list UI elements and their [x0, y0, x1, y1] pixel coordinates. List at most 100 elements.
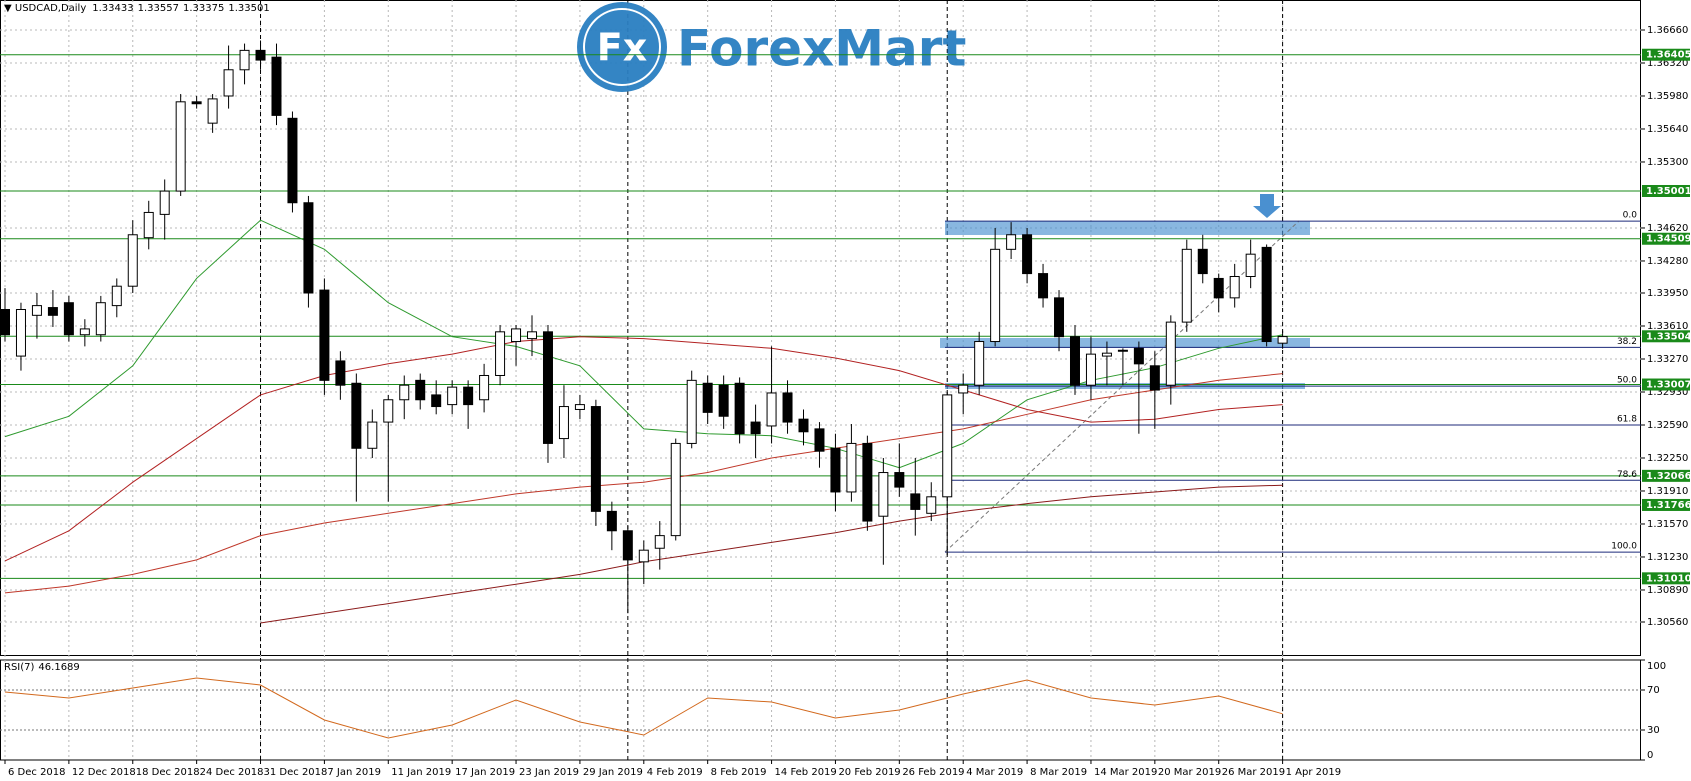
rsi-line — [4, 677, 1283, 739]
candle-body — [239, 49, 250, 71]
y-tick-label: 0 — [1647, 750, 1653, 761]
x-tick-label: 11 Jan 2019 — [391, 767, 451, 778]
header-high: 1.33557 — [138, 3, 179, 14]
candle-body — [686, 379, 697, 444]
candle-body — [718, 384, 729, 417]
level-box — [1642, 184, 1690, 197]
level-label: 1.31010 — [1646, 573, 1691, 584]
chart-title: USDCAD,Daily — [15, 3, 86, 14]
candle-body — [670, 442, 681, 537]
level-label: 1.33504 — [1646, 331, 1691, 342]
y-tick-label: 1.34620 — [1647, 223, 1688, 234]
candle-body — [702, 382, 713, 413]
x-tick-label: 6 Dec 2018 — [8, 767, 66, 778]
candle-body — [303, 202, 314, 294]
x-tick-label: 7 Jan 2019 — [327, 767, 381, 778]
candle-body — [399, 384, 410, 401]
level-label: 1.33007 — [1646, 380, 1691, 391]
moving-average-line — [4, 336, 1283, 562]
candle-body — [1085, 353, 1096, 386]
rsi-header: RSI(7) 46.1689 — [4, 662, 80, 673]
candle-body — [1022, 234, 1033, 275]
fib-label: 78.6 — [1617, 470, 1637, 480]
header-close: 1.33501 — [228, 3, 269, 14]
candle-body — [207, 98, 218, 124]
y-tick-label: 1.34280 — [1647, 256, 1688, 267]
level-label: 1.36405 — [1646, 50, 1691, 61]
level-box — [1642, 330, 1690, 343]
candle-body — [63, 302, 74, 336]
candle-body — [1277, 336, 1288, 344]
x-tick-label: 20 Mar 2019 — [1158, 767, 1221, 778]
candle-body — [910, 493, 921, 510]
x-tick-label: 1 Apr 2019 — [1286, 767, 1341, 778]
y-tick-label: 1.35980 — [1647, 91, 1688, 102]
candle-body — [143, 211, 154, 239]
level-label: 1.35001 — [1646, 186, 1691, 197]
candle-body — [383, 399, 394, 423]
candle-body — [527, 331, 538, 340]
x-tick-label: 26 Mar 2019 — [1222, 767, 1285, 778]
x-tick-label: 8 Feb 2019 — [711, 767, 767, 778]
y-tick-label: 1.33950 — [1647, 288, 1688, 299]
level-box — [1642, 498, 1690, 511]
x-tick-label: 29 Jan 2019 — [583, 767, 643, 778]
logo-circle — [577, 2, 667, 92]
candle-body — [479, 374, 490, 401]
x-tick-label: 4 Mar 2019 — [966, 767, 1023, 778]
candle-body — [574, 404, 585, 410]
fib-trend-line — [944, 220, 1300, 553]
level-label: 1.34509 — [1646, 234, 1691, 245]
y-tick-label: 1.32930 — [1647, 387, 1688, 398]
y-tick-label: 1.36660 — [1647, 25, 1688, 36]
zone — [940, 338, 1310, 348]
candle-body — [606, 510, 617, 532]
candle-body — [367, 421, 378, 449]
x-tick-label: 20 Feb 2019 — [838, 767, 900, 778]
fib-label: 38.2 — [1617, 337, 1637, 347]
x-tick-label: 14 Mar 2019 — [1094, 767, 1157, 778]
level-label: 1.32066 — [1646, 471, 1691, 482]
candle-body — [814, 428, 825, 452]
candle-body — [47, 307, 58, 316]
candle-body — [15, 308, 26, 357]
candle-body — [319, 289, 330, 381]
candle-body — [830, 447, 841, 493]
candle-body — [1229, 275, 1240, 299]
y-tick-label: 1.30560 — [1647, 617, 1688, 628]
candle-body — [1197, 248, 1208, 275]
x-tick-label: 18 Dec 2018 — [136, 767, 200, 778]
y-tick-label: 1.30890 — [1647, 585, 1688, 596]
candle-body — [862, 442, 873, 522]
candle-body — [79, 328, 90, 336]
candle-body — [798, 418, 809, 433]
moving-average-line — [4, 373, 1283, 594]
y-tick-label: 1.35640 — [1647, 124, 1688, 135]
rsi-current: 46.1689 — [38, 662, 79, 673]
candle-body — [1054, 297, 1065, 338]
arrow — [1253, 194, 1281, 218]
candle-body — [542, 331, 553, 444]
x-tick-label: 17 Jan 2019 — [455, 767, 515, 778]
candle-body — [271, 56, 282, 116]
candle-body — [942, 394, 953, 498]
moving-average-line — [260, 484, 1283, 624]
candle-body — [1133, 347, 1144, 365]
logo-brand: ForexMart — [677, 20, 966, 78]
logo-icon: Fx — [597, 26, 647, 70]
y-tick-label: 1.32250 — [1647, 453, 1688, 464]
candle-body — [511, 328, 522, 343]
y-tick-label: 1.33610 — [1647, 321, 1688, 332]
zone — [945, 221, 1310, 235]
candle-body — [654, 535, 665, 549]
fib-label: 50.0 — [1617, 376, 1637, 386]
candle-body — [1245, 253, 1256, 277]
candle-body — [159, 190, 170, 215]
x-tick-label: 24 Dec 2018 — [200, 767, 264, 778]
candle-body — [447, 386, 458, 406]
y-tick-label: 1.36320 — [1647, 58, 1688, 69]
level-box — [1642, 232, 1690, 245]
y-tick-label: 1.31910 — [1647, 486, 1688, 497]
